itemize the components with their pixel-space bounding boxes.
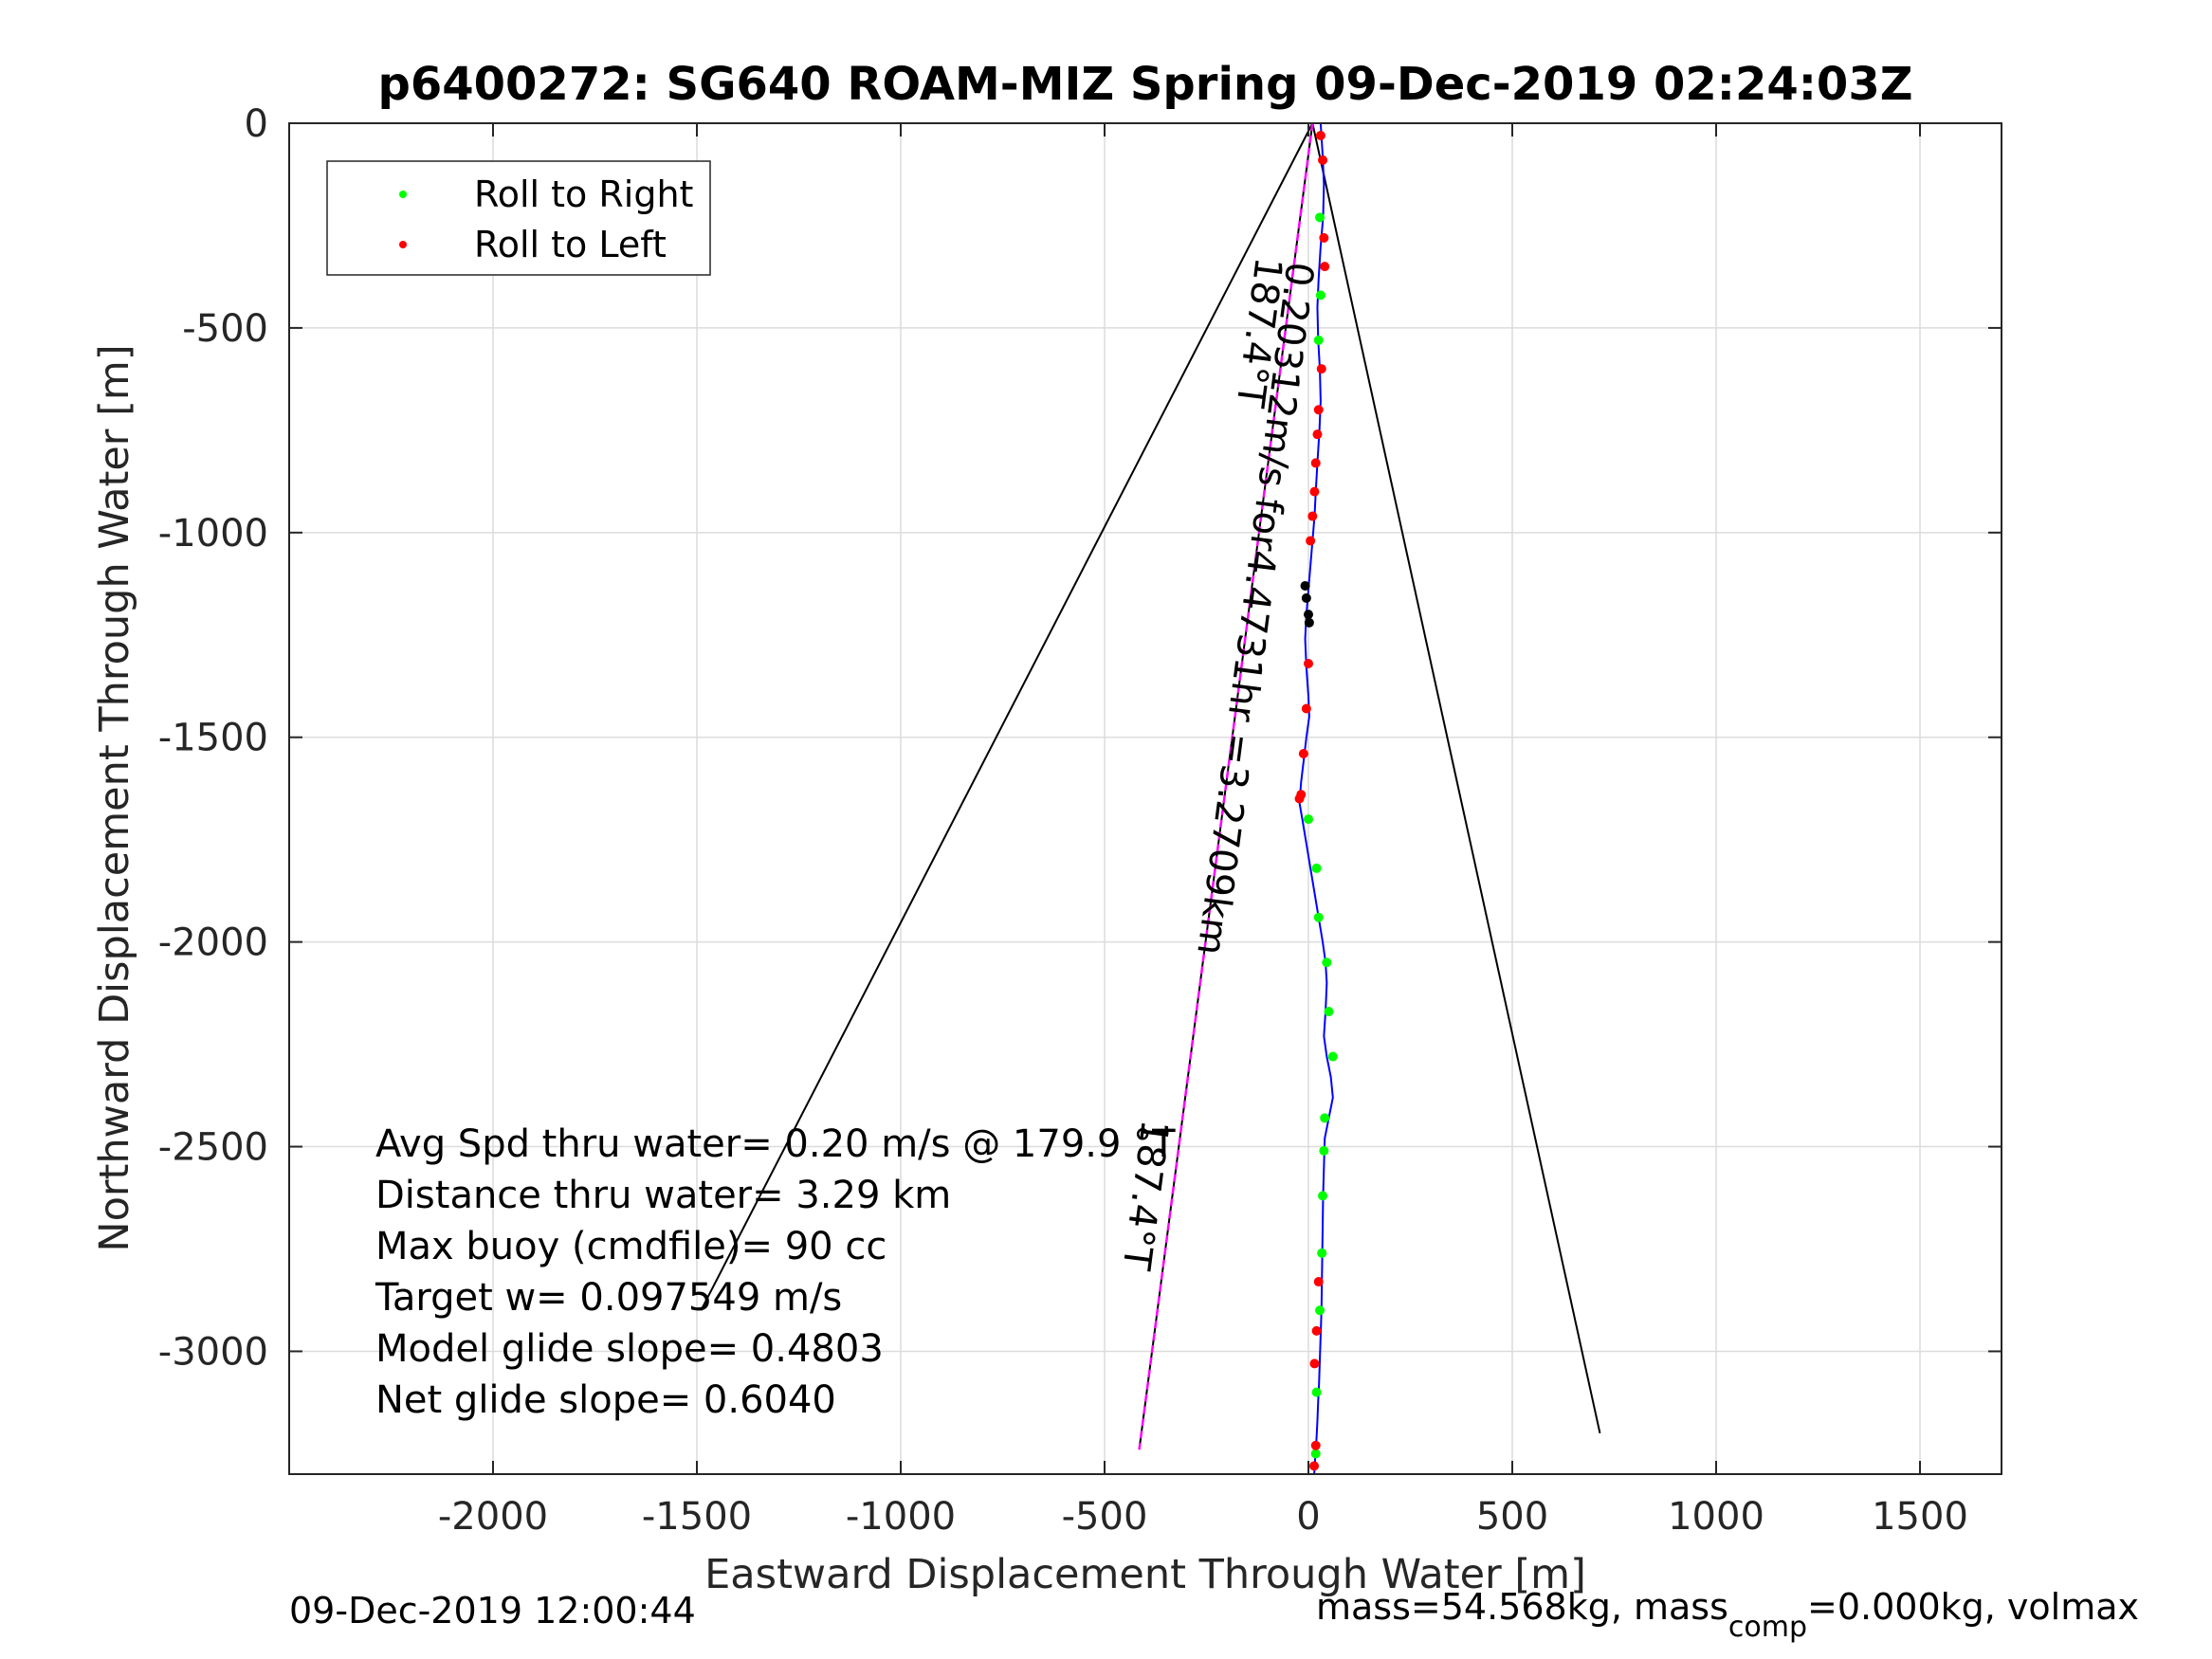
footer-mass: mass=54.568kg, masscomp=0.000kg, volmax <box>1316 1586 2139 1644</box>
roll-left-point <box>1313 405 1324 415</box>
tick-labels: -2000 -1500 -1000 -500 0 500 1000 1500 0 -500 -100… <box>158 102 1968 1539</box>
grid <box>289 122 2002 1474</box>
stat-distance: Distance thru water= 3.29 km <box>375 1174 951 1217</box>
roll-left-point <box>1294 793 1305 804</box>
roll-right-point <box>1313 335 1324 345</box>
axes-box <box>288 122 2002 1475</box>
heading-line <box>1138 122 1314 1450</box>
roll-left-point <box>1307 511 1318 521</box>
legend-box <box>326 160 711 276</box>
roll-right-point <box>1311 1387 1322 1397</box>
tick-marks <box>289 122 2002 1474</box>
stat-avg-speed: Avg Spd thru water= 0.20 m/s @ 179.9 °T <box>375 1122 1176 1166</box>
roll-right-point <box>1315 1305 1325 1316</box>
roll-right-point <box>1318 1191 1328 1201</box>
footer-timestamp: 09-Dec-2019 12:00:44 <box>289 1590 696 1632</box>
y-tick-label: -1000 <box>158 512 268 556</box>
x-tick-label: 1000 <box>1668 1495 1764 1539</box>
roll-left-point <box>1311 1325 1322 1336</box>
legend-label-roll-left: Roll to Left <box>474 224 667 265</box>
roll-right-point <box>1311 863 1322 873</box>
y-tick-label: 0 <box>245 102 268 146</box>
x-tick-label: 500 <box>1476 1495 1548 1539</box>
legend-marker-roll-right <box>399 191 407 198</box>
footer-mass-part2: =0.000kg, volmax <box>1807 1586 2139 1628</box>
legend-marker-roll-left <box>399 241 407 248</box>
roll-left-point <box>1319 232 1329 243</box>
roll-left-point <box>1310 1440 1321 1450</box>
roll-left-point <box>1313 1277 1324 1287</box>
stat-target-w: Target w= 0.097549 m/s <box>375 1276 842 1320</box>
point <box>1304 617 1314 628</box>
roll-left-point <box>1304 659 1313 668</box>
roll-right-point <box>1327 1051 1338 1062</box>
roll-right-point <box>1322 957 1332 968</box>
stat-model-glide: Model glide slope= 0.4803 <box>375 1327 884 1371</box>
y-tick-label: -500 <box>182 307 268 351</box>
x-axis-label: Eastward Displacement Through Water [m] <box>704 1551 1586 1598</box>
roll-left-point <box>1301 703 1311 714</box>
roll-left-point <box>1316 364 1326 374</box>
point <box>1300 580 1310 591</box>
axes-background <box>289 123 2002 1474</box>
roll-right-point <box>1315 212 1325 223</box>
roll-right-point <box>1324 1007 1334 1017</box>
stat-net-glide: Net glide slope= 0.6040 <box>375 1378 836 1422</box>
roll-right-point <box>1320 1113 1330 1123</box>
x-tick-label: 0 <box>1296 1495 1320 1539</box>
roll-right-point <box>1304 814 1313 825</box>
cone-lines <box>700 122 1601 1434</box>
stat-max-buoy: Max buoy (cmdfile)= 90 cc <box>375 1225 887 1268</box>
roll-left-point <box>1306 536 1316 546</box>
point <box>1301 592 1311 603</box>
y-tick-label: -2000 <box>158 921 268 965</box>
stats-block: Avg Spd thru water= 0.20 m/s @ 179.9 °T … <box>375 1122 1176 1422</box>
heading-line-magenta <box>1138 122 1314 1450</box>
roll-right-point <box>1313 912 1324 922</box>
y-tick-label: -1500 <box>158 717 268 760</box>
footer-mass-subscript: comp <box>1728 1611 1807 1644</box>
roll-left-point <box>1320 262 1330 272</box>
roll-left-point <box>1309 1461 1320 1471</box>
footer-mass-part1: mass=54.568kg, mass <box>1316 1586 1728 1628</box>
roll-right-point <box>1317 1248 1327 1258</box>
roll-right-point <box>1315 290 1325 301</box>
roll-points <box>1294 130 1338 1471</box>
roll-left-point <box>1310 458 1321 468</box>
cone-line-right <box>1311 122 1601 1434</box>
roll-left-point <box>1309 1358 1320 1369</box>
roll-left-point <box>1318 155 1328 165</box>
roll-left-point <box>1315 130 1325 140</box>
x-tick-label: -1000 <box>846 1495 956 1539</box>
y-tick-label: -3000 <box>158 1330 268 1374</box>
y-axis-label: Northward Displacement Through Water [m] <box>91 344 138 1251</box>
x-tick-label: 1500 <box>1872 1495 1968 1539</box>
roll-left-point <box>1309 486 1320 497</box>
roll-left-point <box>1298 749 1308 758</box>
x-tick-label: -500 <box>1062 1495 1148 1539</box>
roll-right-point <box>1310 1449 1321 1459</box>
x-tick-label: -1500 <box>642 1495 752 1539</box>
legend: Roll to Right Roll to Left <box>326 160 711 276</box>
y-tick-label: -2500 <box>158 1126 268 1170</box>
roll-right-point <box>1319 1145 1329 1156</box>
x-tick-label: -2000 <box>438 1495 548 1539</box>
legend-label-roll-right: Roll to Right <box>474 173 693 215</box>
roll-left-point <box>1312 429 1323 440</box>
cone-line-left <box>700 122 1314 1311</box>
chart-title: p6400272: SG640 ROAM-MIZ Spring 09-Dec-2… <box>377 58 1912 111</box>
point <box>1304 610 1313 620</box>
